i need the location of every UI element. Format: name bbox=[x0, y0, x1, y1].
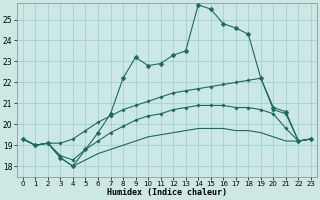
X-axis label: Humidex (Indice chaleur): Humidex (Indice chaleur) bbox=[107, 188, 227, 197]
